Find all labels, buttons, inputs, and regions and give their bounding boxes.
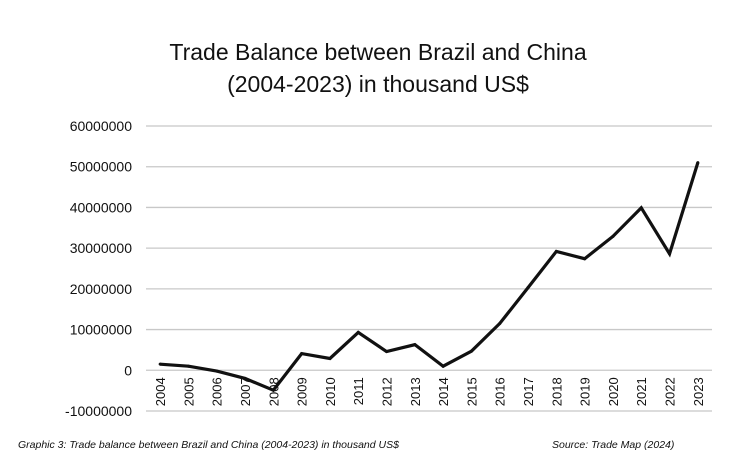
data-point [668, 252, 672, 256]
y-tick-label: -10000000 [65, 403, 132, 419]
x-tick-label: 2009 [295, 377, 310, 406]
data-line [160, 162, 700, 393]
x-tick-label: 2007 [238, 377, 253, 406]
x-tick-label: 2019 [578, 377, 593, 406]
data-point [243, 376, 247, 380]
data-point [554, 249, 558, 253]
x-tick-label: 2015 [464, 377, 479, 406]
data-point [696, 161, 700, 165]
data-point [639, 206, 643, 210]
data-point [356, 330, 360, 334]
data-point [441, 364, 445, 368]
data-point [385, 350, 389, 354]
chart-title-line-2: (2004-2023) in thousand US$ [227, 71, 529, 97]
x-tick-label: 2012 [380, 377, 395, 406]
data-point [300, 352, 304, 356]
data-point [271, 388, 275, 392]
x-tick-label: 2016 [493, 377, 508, 406]
figure-caption: Graphic 3: Trade balance between Brazil … [18, 439, 399, 451]
data-point [611, 234, 615, 238]
data-point [583, 257, 587, 261]
y-tick-label: 60000000 [70, 118, 133, 134]
x-tick-label: 2023 [691, 377, 706, 406]
y-tick-label: 40000000 [70, 199, 133, 215]
y-tick-label: 30000000 [70, 240, 133, 256]
x-tick-label: 2021 [634, 377, 649, 406]
y-tick-label: 50000000 [70, 159, 133, 175]
x-tick-label: 2014 [436, 377, 451, 406]
y-tick-label: 0 [124, 362, 132, 378]
x-tick-label: 2006 [210, 377, 225, 406]
x-tick-label: 2005 [181, 377, 196, 406]
chart-title: Trade Balance between Brazil and China (… [0, 36, 756, 100]
x-tick-label: 2010 [323, 377, 338, 406]
data-point [526, 286, 530, 290]
figure-source: Source: Trade Map (2024) [552, 439, 675, 451]
data-point [158, 362, 162, 366]
chart-title-line-1: Trade Balance between Brazil and China [169, 39, 587, 65]
y-tick-label: 10000000 [70, 322, 133, 338]
data-point [215, 369, 219, 373]
x-tick-label: 2018 [549, 377, 564, 406]
data-point [498, 321, 502, 325]
x-tick-label: 2011 [351, 377, 366, 405]
y-tick-label: 20000000 [70, 281, 133, 297]
data-point [186, 364, 190, 368]
data-point [413, 343, 417, 347]
data-point [328, 356, 332, 360]
x-tick-label: 2020 [606, 377, 621, 406]
x-tick-label: 2013 [408, 377, 423, 406]
x-tick-label: 2017 [521, 377, 536, 406]
x-tick-label: 2022 [663, 377, 678, 406]
x-tick-label: 2004 [153, 377, 168, 406]
data-point [469, 349, 473, 353]
